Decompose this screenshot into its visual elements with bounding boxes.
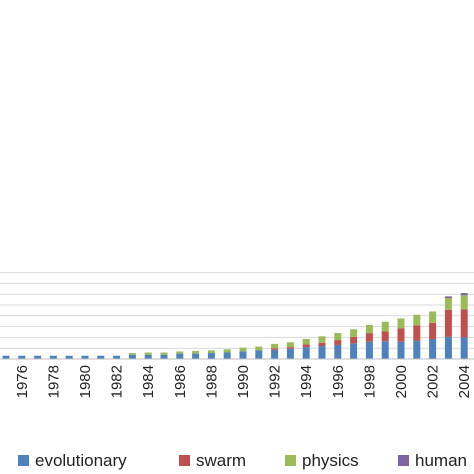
x-tick-label: 1992	[267, 365, 284, 398]
x-tick-label: 1994	[298, 365, 315, 398]
bar-swarm-2001	[413, 325, 421, 341]
bar-physics-1992	[271, 343, 279, 349]
bar-physics-2003	[444, 297, 452, 310]
legend-label-swarm: swarm	[196, 451, 246, 470]
bar-evolutionary-1991	[255, 350, 263, 359]
bar-physics-1996	[334, 333, 342, 341]
x-tick-label: 1996	[330, 365, 347, 398]
bar-evolutionary-1985	[160, 354, 168, 359]
x-tick-label: 2002	[425, 365, 442, 398]
bar-evolutionary-1992	[271, 349, 279, 359]
bar-evolutionary-1986	[176, 353, 184, 359]
bar-evolutionary-1988	[207, 353, 215, 359]
bar-swarm-2003	[444, 309, 452, 337]
legend-swatch-evolutionary	[18, 455, 29, 466]
bar-evolutionary-2003	[444, 336, 452, 359]
bar-swarm-2004	[460, 309, 468, 338]
bar-physics-1989	[223, 349, 231, 353]
x-tick-label: 1990	[235, 365, 252, 398]
x-tick-labels: 1976 1978 1980 1982 1984 1986 1988 1990 1992 1994…	[14, 365, 473, 398]
bar-evolutionary-1987	[192, 353, 200, 359]
bar-swarm-2000	[397, 328, 405, 342]
legend-swatch-human	[398, 455, 409, 466]
bar-evolutionary-1976	[18, 355, 26, 359]
bar-evolutionary-1979	[65, 355, 73, 359]
bar-human-2003	[444, 296, 452, 298]
bar-evolutionary-2001	[413, 340, 421, 359]
legend-swatch-swarm	[179, 455, 190, 466]
bar-evolutionary-2002	[429, 339, 437, 359]
legend-label-evolutionary: evolutionary	[35, 451, 127, 470]
bar-evolutionary-1980	[81, 355, 89, 359]
bar-evolutionary-1995	[318, 346, 326, 359]
x-tick-label: 1984	[140, 365, 157, 398]
x-tick-label: 1976	[14, 365, 31, 398]
bar-physics-1985	[160, 352, 168, 355]
bar-evolutionary-1977	[34, 355, 42, 359]
x-tick-label: 2000	[393, 365, 410, 398]
bar-swarm-1993	[286, 347, 294, 349]
bar-evolutionary-1983	[128, 354, 136, 359]
bar-physics-1997	[350, 329, 358, 337]
bar-evolutionary-1989	[223, 352, 231, 359]
bar-physics-1993	[286, 342, 294, 348]
bar-physics-2002	[429, 311, 437, 323]
bar-evolutionary-1982	[113, 355, 121, 359]
x-tick-label: 2004	[456, 365, 473, 398]
bar-swarm-1995	[318, 342, 326, 347]
x-tick-label: 1982	[109, 365, 126, 398]
legend-label-physics: physics	[302, 451, 359, 470]
bar-physics-1991	[255, 346, 263, 351]
bar-physics-1994	[302, 339, 310, 345]
bar-physics-1999	[381, 321, 389, 332]
legend-label-human: human	[415, 451, 467, 470]
x-tick-label: 1988	[203, 365, 220, 398]
bar-physics-1995	[318, 336, 326, 343]
x-tick-label: 1986	[172, 365, 189, 398]
bar-physics-2000	[397, 318, 405, 329]
bar-evolutionary-1999	[381, 341, 389, 359]
bar-swarm-1996	[334, 340, 342, 345]
bar-evolutionary-1993	[286, 348, 294, 359]
bar-evolutionary-1990	[239, 351, 247, 359]
bar-evolutionary-1978	[49, 355, 57, 359]
x-tick-label: 1978	[45, 365, 62, 398]
bar-physics-1983	[128, 353, 136, 355]
bar-evolutionary-1997	[350, 343, 358, 359]
x-tick-label: 1980	[77, 365, 94, 398]
gridlines	[0, 272, 474, 349]
bar-physics-2004	[460, 295, 468, 310]
bar-physics-1990	[239, 347, 247, 352]
bar-swarm-1992	[271, 348, 279, 350]
bar-swarm-1999	[381, 331, 389, 342]
bar-physics-2001	[413, 314, 421, 326]
bar-evolutionary-1996	[334, 344, 342, 359]
bar-swarm-2002	[429, 322, 437, 340]
legend: evolutionary swarm physics human	[18, 451, 467, 470]
bar-swarm-1997	[350, 336, 358, 344]
bar-physics-1986	[176, 351, 184, 354]
bar-evolutionary-1994	[302, 347, 310, 359]
x-tick-label: 1998	[361, 365, 378, 398]
bars	[2, 293, 468, 359]
bar-physics-1988	[207, 350, 215, 354]
bar-evolutionary-1981	[97, 355, 105, 359]
bar-evolutionary-1975	[2, 355, 10, 359]
bar-evolutionary-2000	[397, 341, 405, 359]
bar-physics-1984	[144, 352, 152, 355]
bar-physics-1987	[192, 350, 200, 354]
bar-evolutionary-2004	[460, 337, 468, 359]
bar-swarm-1998	[365, 333, 373, 342]
legend-swatch-physics	[285, 455, 296, 466]
bar-evolutionary-1998	[365, 341, 373, 359]
bar-swarm-1994	[302, 344, 310, 348]
bar-human-2004	[460, 293, 468, 296]
bar-evolutionary-1984	[144, 354, 152, 359]
bar-physics-1998	[365, 324, 373, 334]
